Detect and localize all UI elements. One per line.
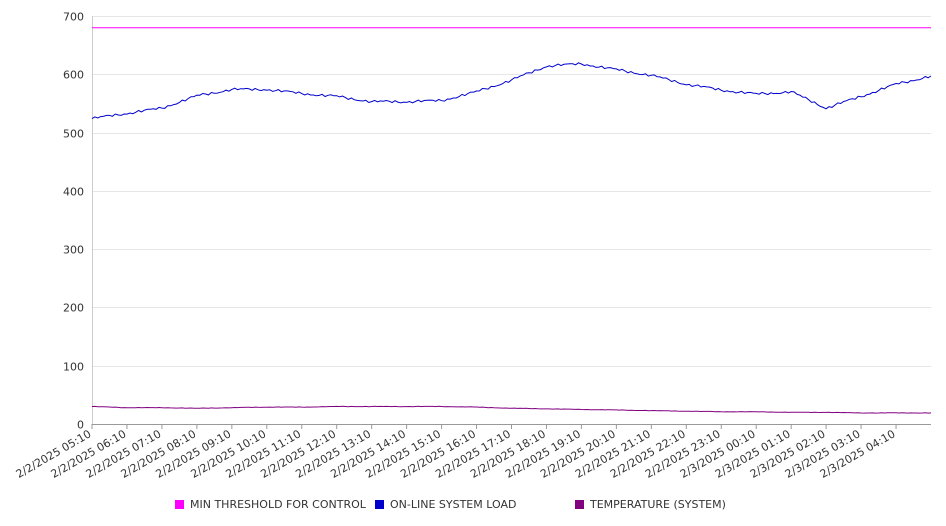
y-tick-label: 600: [63, 69, 84, 82]
y-tick-label: 300: [63, 244, 84, 257]
legend-label: TEMPERATURE (SYSTEM): [590, 498, 726, 511]
y-tick-label: 100: [63, 361, 84, 374]
series-line-system-load: [91, 62, 932, 120]
line-chart: 0 100 200 300 400 500 600 700 2/2/2025 05:102/2…: [14, 11, 932, 481]
legend-item-system-load: ON-LINE SYSTEM LOAD: [375, 498, 516, 511]
series-line-temperature: [91, 405, 932, 414]
legend-label: ON-LINE SYSTEM LOAD: [390, 498, 517, 511]
y-tick-label: 700: [63, 11, 84, 24]
y-axis-tick-labels: 0 100 200 300 400 500 600 700: [63, 11, 84, 432]
legend-label: MIN THRESHOLD FOR CONTROL: [190, 498, 366, 511]
y-tick-label: 400: [63, 186, 84, 199]
grid-lines: [92, 16, 931, 367]
legend-swatch: [375, 500, 384, 509]
legend-swatch: [175, 500, 184, 509]
y-tick-label: 0: [77, 419, 84, 432]
legend-item-min-threshold: MIN THRESHOLD FOR CONTROL: [175, 498, 366, 511]
legend: MIN THRESHOLD FOR CONTROL ON-LINE SYSTEM…: [0, 496, 946, 518]
y-tick-label: 200: [63, 302, 84, 315]
series-lines: [91, 27, 932, 414]
legend-item-temperature: TEMPERATURE (SYSTEM): [575, 498, 726, 511]
x-axis-tick-labels: 2/2/2025 05:102/2/2025 06:102/2/2025 07:…: [14, 427, 898, 481]
legend-swatch: [575, 500, 584, 509]
axes: [91, 16, 931, 429]
y-tick-label: 500: [63, 128, 84, 141]
